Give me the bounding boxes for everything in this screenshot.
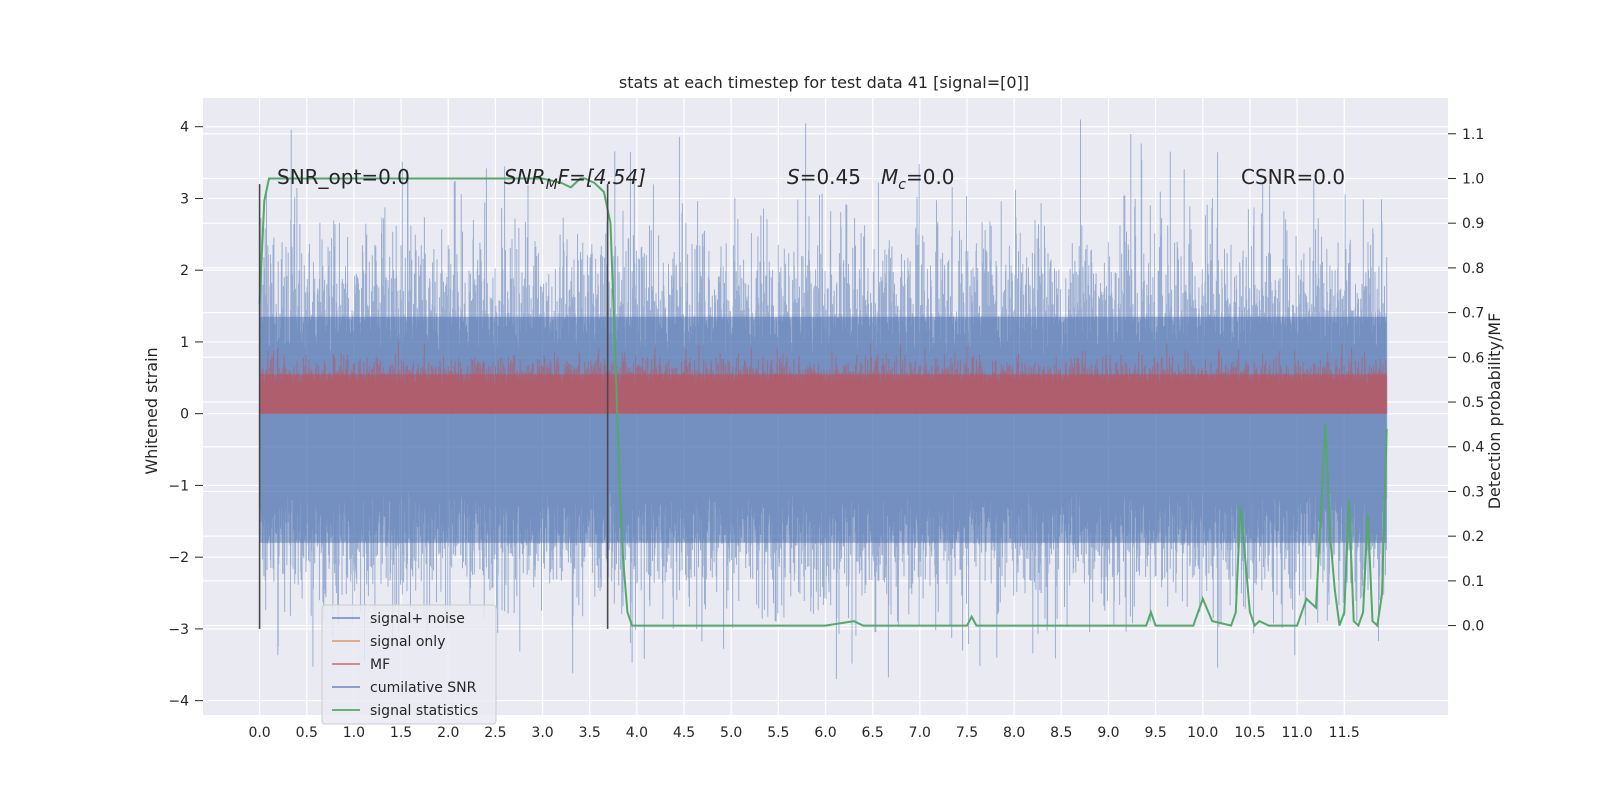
x-tick-label: 11.0 — [1282, 725, 1313, 741]
y-tick-label: 3 — [180, 191, 189, 207]
y-tick-label: −3 — [168, 622, 189, 638]
x-tick-label: 5.5 — [767, 725, 789, 741]
legend: signal+ noise signal only MF cumilative SNR… — [321, 604, 497, 725]
x-tick-label: 7.0 — [909, 725, 931, 741]
y-tick-label: −2 — [168, 550, 189, 566]
x-tick-label: 7.5 — [956, 725, 978, 741]
y-axis-right-label: Detection probability/MF — [1485, 313, 1504, 510]
x-tick-label: 4.5 — [673, 725, 695, 741]
y-right-tick-label: 0.1 — [1462, 574, 1484, 590]
x-tick-label: 1.5 — [390, 725, 412, 741]
axis-ticks: 0.0 0.5 1.0 1.5 2.0 2.5 3.0 3.5 4.0 4.5 5.0 5.5 6.0 6… — [168, 120, 1484, 741]
y-right-tick-label: 0.7 — [1462, 306, 1484, 322]
x-tick-label: 5.0 — [720, 725, 742, 741]
y-right-tick-label: 0.3 — [1462, 484, 1484, 500]
x-tick-label: 10.0 — [1187, 725, 1218, 741]
x-tick-label: 3.0 — [531, 725, 553, 741]
series-layer — [258, 119, 1388, 680]
x-tick-label: 1.0 — [343, 725, 365, 741]
series-mf — [259, 341, 1388, 414]
y-tick-label: 1 — [180, 335, 189, 351]
x-tick-label: 8.0 — [1003, 725, 1025, 741]
y-right-tick-label: 0.2 — [1462, 529, 1484, 545]
x-tick-label: 8.5 — [1050, 725, 1072, 741]
y-right-tick-label: 0.6 — [1462, 350, 1484, 366]
x-tick-label: 4.0 — [626, 725, 648, 741]
legend-label: cumilative SNR — [370, 680, 477, 696]
x-tick-label: 6.5 — [862, 725, 884, 741]
y-tick-label: −4 — [168, 694, 189, 710]
x-tick-label: 0.0 — [248, 725, 270, 741]
y-right-tick-label: 0.9 — [1462, 216, 1484, 232]
y-tick-label: 2 — [180, 263, 189, 279]
series-signal-noise — [259, 119, 1388, 680]
x-tick-label: 11.5 — [1329, 725, 1360, 741]
y-right-tick-label: 0.4 — [1462, 440, 1484, 456]
annotation-csnr: CSNR=0.0 — [1241, 165, 1345, 189]
annotation-snr-mf: SNRMF=[4.54] — [504, 165, 646, 193]
legend-box — [321, 604, 497, 725]
x-tick-label: 3.5 — [579, 725, 601, 741]
legend-label: signal statistics — [370, 703, 478, 719]
annotation-snr-opt: SNR_opt=0.0 — [277, 165, 410, 189]
x-tick-label: 0.5 — [296, 725, 318, 741]
x-tick-label: 10.5 — [1234, 725, 1265, 741]
y-tick-label: −1 — [168, 478, 189, 494]
series-signal-statistics — [258, 177, 1388, 628]
y-right-tick-label: 0.5 — [1462, 395, 1484, 411]
x-tick-label: 6.0 — [814, 725, 836, 741]
x-tick-label: 2.5 — [484, 725, 506, 741]
annotation-s: S=0.45 — [787, 165, 861, 189]
y-axis-label: Whitened strain — [142, 347, 161, 474]
y-right-tick-label: 0.8 — [1462, 261, 1484, 277]
chart-title: stats at each timestep for test data 41 … — [619, 73, 1029, 92]
x-tick-label: 2.0 — [437, 725, 459, 741]
y-right-tick-label: 1.1 — [1462, 127, 1484, 143]
x-tick-label: 9.5 — [1144, 725, 1166, 741]
legend-label: signal+ noise — [370, 611, 465, 627]
legend-label: signal only — [370, 634, 445, 650]
y-right-tick-label: 0.0 — [1462, 619, 1484, 635]
y-right-tick-label: 1.0 — [1462, 171, 1484, 187]
y-tick-label: 4 — [180, 120, 189, 136]
y-tick-label: 0 — [180, 407, 189, 423]
annotation-mc: Mc=0.0 — [881, 165, 955, 193]
x-tick-label: 9.0 — [1097, 725, 1119, 741]
legend-label: MF — [370, 657, 390, 673]
